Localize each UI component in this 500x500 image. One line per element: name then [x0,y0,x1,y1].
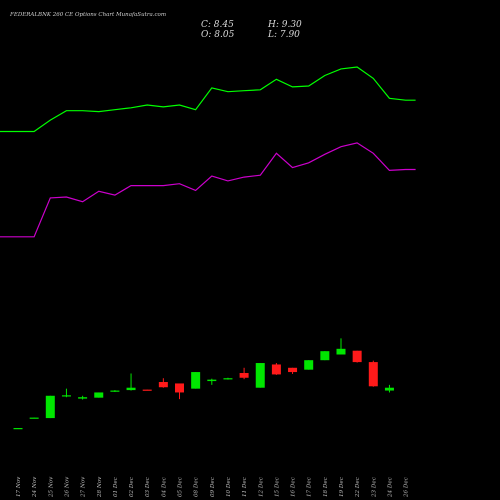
candle-body [142,389,152,391]
x-tick-label: 25 Nov [48,476,54,498]
candle-body [13,428,23,430]
candle-body [110,390,120,392]
x-tick-label: 10 Dec [226,476,232,497]
chart-title: FEDERALBNK 260 CE Options Chart MunafaSu… [9,12,166,18]
x-axis-labels: 17 Nov 24 Nov 25 Nov 26 Nov 27 Nov 28 Nov 01 D… [16,476,410,498]
candle-body [78,397,88,399]
high-readout: H: 9.30 [267,20,302,30]
candle-body [271,364,281,375]
candle-body [29,417,39,419]
x-tick-label: 03 Dec [145,476,151,497]
candle-body [352,350,362,363]
low-readout: L: 7.90 [267,30,300,40]
x-tick-label: 05 Dec [178,476,184,497]
candle-body [61,395,71,397]
x-tick-label: 17 Dec [307,476,313,497]
x-tick-label: 22 Dec [355,476,361,498]
x-tick-label: 23 Dec [371,476,377,498]
bands-layer [0,66,416,238]
open-readout: O: 8.05 [201,30,235,40]
x-tick-label: 15 Dec [274,476,280,497]
x-tick-label: 27 Nov [81,476,87,498]
candle-body [191,372,201,389]
candle-body [175,383,184,393]
candle-body [304,360,314,370]
x-tick-label: 09 Dec [210,476,216,497]
candle-body [336,348,346,355]
x-tick-label: 08 Dec [194,476,200,497]
x-tick-label: 11 Dec [242,476,248,497]
candle-body [384,387,394,391]
upper-band-line [0,66,416,133]
candle-body [126,387,136,391]
candle-body [320,351,330,361]
x-tick-label: 02 Dec [129,476,135,497]
x-tick-label: 19 Dec [339,476,345,497]
candle-body [288,367,298,373]
candle-body [368,362,378,387]
candles-layer [13,338,394,430]
x-tick-label: 16 Dec [291,476,297,497]
candle-body [223,378,233,380]
x-tick-label: 04 Dec [161,476,167,497]
close-readout: C: 8.45 [201,20,234,30]
x-tick-label: 24 Nov [32,476,38,498]
x-tick-label: 24 Dec [387,476,393,498]
x-tick-label: 26 Dec [404,476,410,498]
x-tick-label: 18 Dec [323,476,329,497]
candle-body [45,395,55,419]
candle-body [239,373,249,378]
x-tick-label: 17 Nov [16,476,22,497]
candle-body [207,379,217,382]
candle-body [94,392,104,398]
candle-body [158,382,168,388]
x-tick-label: 28 Nov [97,476,103,498]
x-tick-label: 26 Nov [64,476,70,498]
x-tick-label: 12 Dec [258,476,264,497]
candle-body [255,363,265,388]
x-tick-label: 01 Dec [113,476,119,497]
lower-band-line [0,142,416,238]
